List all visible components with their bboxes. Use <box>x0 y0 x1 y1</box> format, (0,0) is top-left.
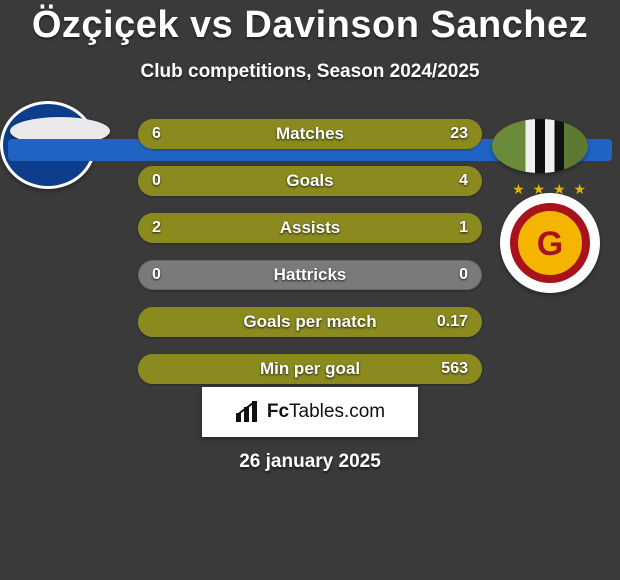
source-logo-icon <box>235 401 261 423</box>
stat-row: 563Min per goal <box>138 354 482 384</box>
stat-bars: 623Matches 04Goals 21Assists 00Hattricks 0.1… <box>138 119 482 401</box>
stat-label: Min per goal <box>138 354 482 384</box>
stat-label: Goals <box>138 166 482 196</box>
page-title: Özçiçek vs Davinson Sanchez <box>0 0 620 47</box>
subtitle: Club competitions, Season 2024/2025 <box>0 61 620 83</box>
stat-row: 0.17Goals per match <box>138 307 482 337</box>
source-text: FcTables.com <box>267 401 385 423</box>
date-text: 26 january 2025 <box>0 451 620 473</box>
stat-row: 623Matches <box>138 119 482 149</box>
stat-label: Hattricks <box>138 260 482 290</box>
player-right-club-badge: ★ ★ ★ ★ G <box>500 193 600 293</box>
stat-row: 21Assists <box>138 213 482 243</box>
stat-row: 04Goals <box>138 166 482 196</box>
player-right-club-label: G <box>500 225 600 264</box>
stat-row: 00Hattricks <box>138 260 482 290</box>
stat-label: Matches <box>138 119 482 149</box>
source-badge: FcTables.com <box>202 387 418 437</box>
stat-label: Goals per match <box>138 307 482 337</box>
player-right-photo <box>492 119 588 173</box>
stat-label: Assists <box>138 213 482 243</box>
comparison-stage: GAZIANTEP ★ ★ ★ ★ G 623Matches 04Goals 21A… <box>0 101 620 531</box>
club-stars-icon: ★ ★ ★ ★ <box>500 181 600 198</box>
player-left-club-badge: GAZIANTEP <box>0 101 96 189</box>
